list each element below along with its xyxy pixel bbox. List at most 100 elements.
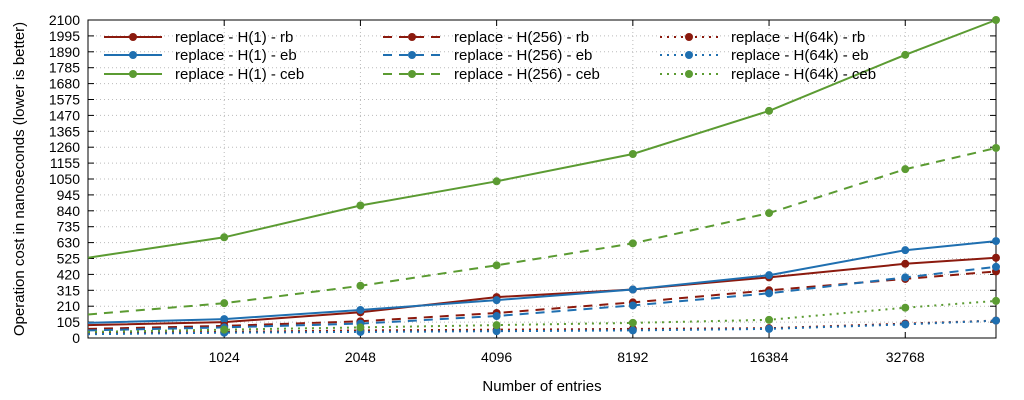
grid-lines (88, 20, 996, 338)
y-axis-title: Operation cost in nanoseconds (lower is … (11, 22, 28, 336)
data-point (492, 312, 501, 321)
y-tick-label: 1575 (49, 92, 80, 108)
y-tick-label: 1890 (49, 44, 80, 60)
data-point (492, 296, 501, 305)
data-point (992, 296, 1000, 305)
data-point (220, 325, 229, 334)
x-tick-label: 4096 (481, 349, 512, 365)
data-point (901, 259, 910, 268)
legend-label: replace - H(1) - ceb (175, 66, 304, 83)
legend-item: replace - H(1) - eb (104, 47, 297, 64)
legend-swatch-marker (685, 51, 693, 59)
series-5 (88, 143, 1000, 316)
y-tick-label: 735 (57, 219, 81, 235)
y-tick-label: 1155 (50, 155, 80, 171)
legend-item: replace - H(1) - rb (104, 29, 293, 46)
legend-item: replace - H(256) - eb (383, 47, 592, 64)
data-point (992, 237, 1000, 246)
legend-item: replace - H(256) - ceb (383, 66, 600, 83)
legend-label: replace - H(256) - ceb (454, 66, 600, 83)
y-tick-label: 1470 (49, 107, 80, 123)
data-point (901, 273, 910, 282)
data-point (220, 299, 229, 308)
data-point (356, 201, 365, 210)
legend-item: replace - H(256) - rb (383, 29, 589, 46)
legend-item: replace - H(64k) - rb (660, 29, 865, 46)
series-line (88, 147, 997, 316)
series-2 (88, 16, 1000, 259)
data-point (765, 324, 774, 333)
y-tick-label: 1365 (49, 123, 80, 139)
legend-item: replace - H(1) - ceb (104, 66, 304, 83)
y-tick-label: 105 (57, 314, 81, 330)
data-point (992, 253, 1000, 262)
y-tick-label: 945 (57, 187, 81, 203)
data-point (492, 177, 501, 186)
legend-item: replace - H(64k) - ceb (660, 66, 876, 83)
data-point (492, 327, 501, 336)
y-tick-label: 630 (57, 235, 81, 251)
series-line (88, 319, 997, 336)
legend-label: replace - H(256) - eb (454, 47, 592, 64)
series-line (88, 19, 997, 259)
legend-swatch-marker (408, 51, 416, 59)
y-tick-label: 525 (57, 251, 81, 267)
data-point (901, 246, 910, 255)
y-tick-label: 210 (57, 298, 81, 314)
legend-swatch-marker (408, 70, 416, 78)
data-point (220, 315, 229, 324)
x-tick-label: 16384 (750, 349, 789, 365)
data-point (220, 233, 229, 242)
legend-swatch-marker (408, 33, 416, 41)
x-tick-label: 2048 (345, 349, 376, 365)
series-line (88, 319, 997, 335)
data-point (901, 165, 910, 174)
legend-swatch-marker (129, 70, 137, 78)
y-tick-label: 0 (72, 330, 80, 346)
y-tick-label: 1785 (49, 60, 80, 76)
y-tick-label: 840 (57, 203, 81, 219)
data-point (628, 326, 637, 335)
y-tick-label: 2100 (49, 12, 80, 28)
y-tick-label: 1995 (49, 28, 80, 44)
data-point (765, 209, 774, 218)
legend-label: replace - H(64k) - eb (731, 47, 869, 64)
legend-swatch-marker (685, 33, 693, 41)
y-tick-label: 1680 (49, 76, 80, 92)
y-axis-ticks: 0105210315420525630735840945105011551260… (49, 12, 996, 346)
y-tick-label: 420 (57, 266, 81, 282)
x-tick-label: 32768 (886, 349, 925, 365)
data-point (765, 315, 774, 324)
series-8 (88, 296, 1000, 334)
legend-swatch-marker (129, 51, 137, 59)
data-point (628, 239, 637, 248)
data-point (992, 262, 1000, 271)
x-axis-title: Number of entries (482, 378, 601, 395)
legend-label: replace - H(64k) - ceb (731, 66, 876, 83)
legend-label: replace - H(256) - rb (454, 29, 589, 46)
legend-item: replace - H(64k) - eb (660, 47, 869, 64)
data-point (901, 320, 910, 329)
data-point (765, 289, 774, 298)
data-series (88, 16, 1000, 337)
data-point (356, 323, 365, 332)
series-1 (88, 237, 1000, 324)
data-point (765, 106, 774, 115)
x-tick-label: 8192 (617, 349, 648, 365)
series-line (88, 240, 997, 324)
data-point (628, 301, 637, 310)
data-point (492, 321, 501, 330)
data-point (628, 285, 637, 294)
legend-label: replace - H(64k) - rb (731, 29, 865, 46)
data-point (765, 271, 774, 280)
data-point (901, 303, 910, 312)
y-tick-label: 315 (57, 282, 81, 298)
data-point (992, 16, 1000, 24)
data-point (901, 50, 910, 59)
legend-label: replace - H(1) - eb (175, 47, 297, 64)
series-line (88, 299, 997, 333)
legend-swatch-marker (129, 33, 137, 41)
series-line (88, 256, 997, 327)
